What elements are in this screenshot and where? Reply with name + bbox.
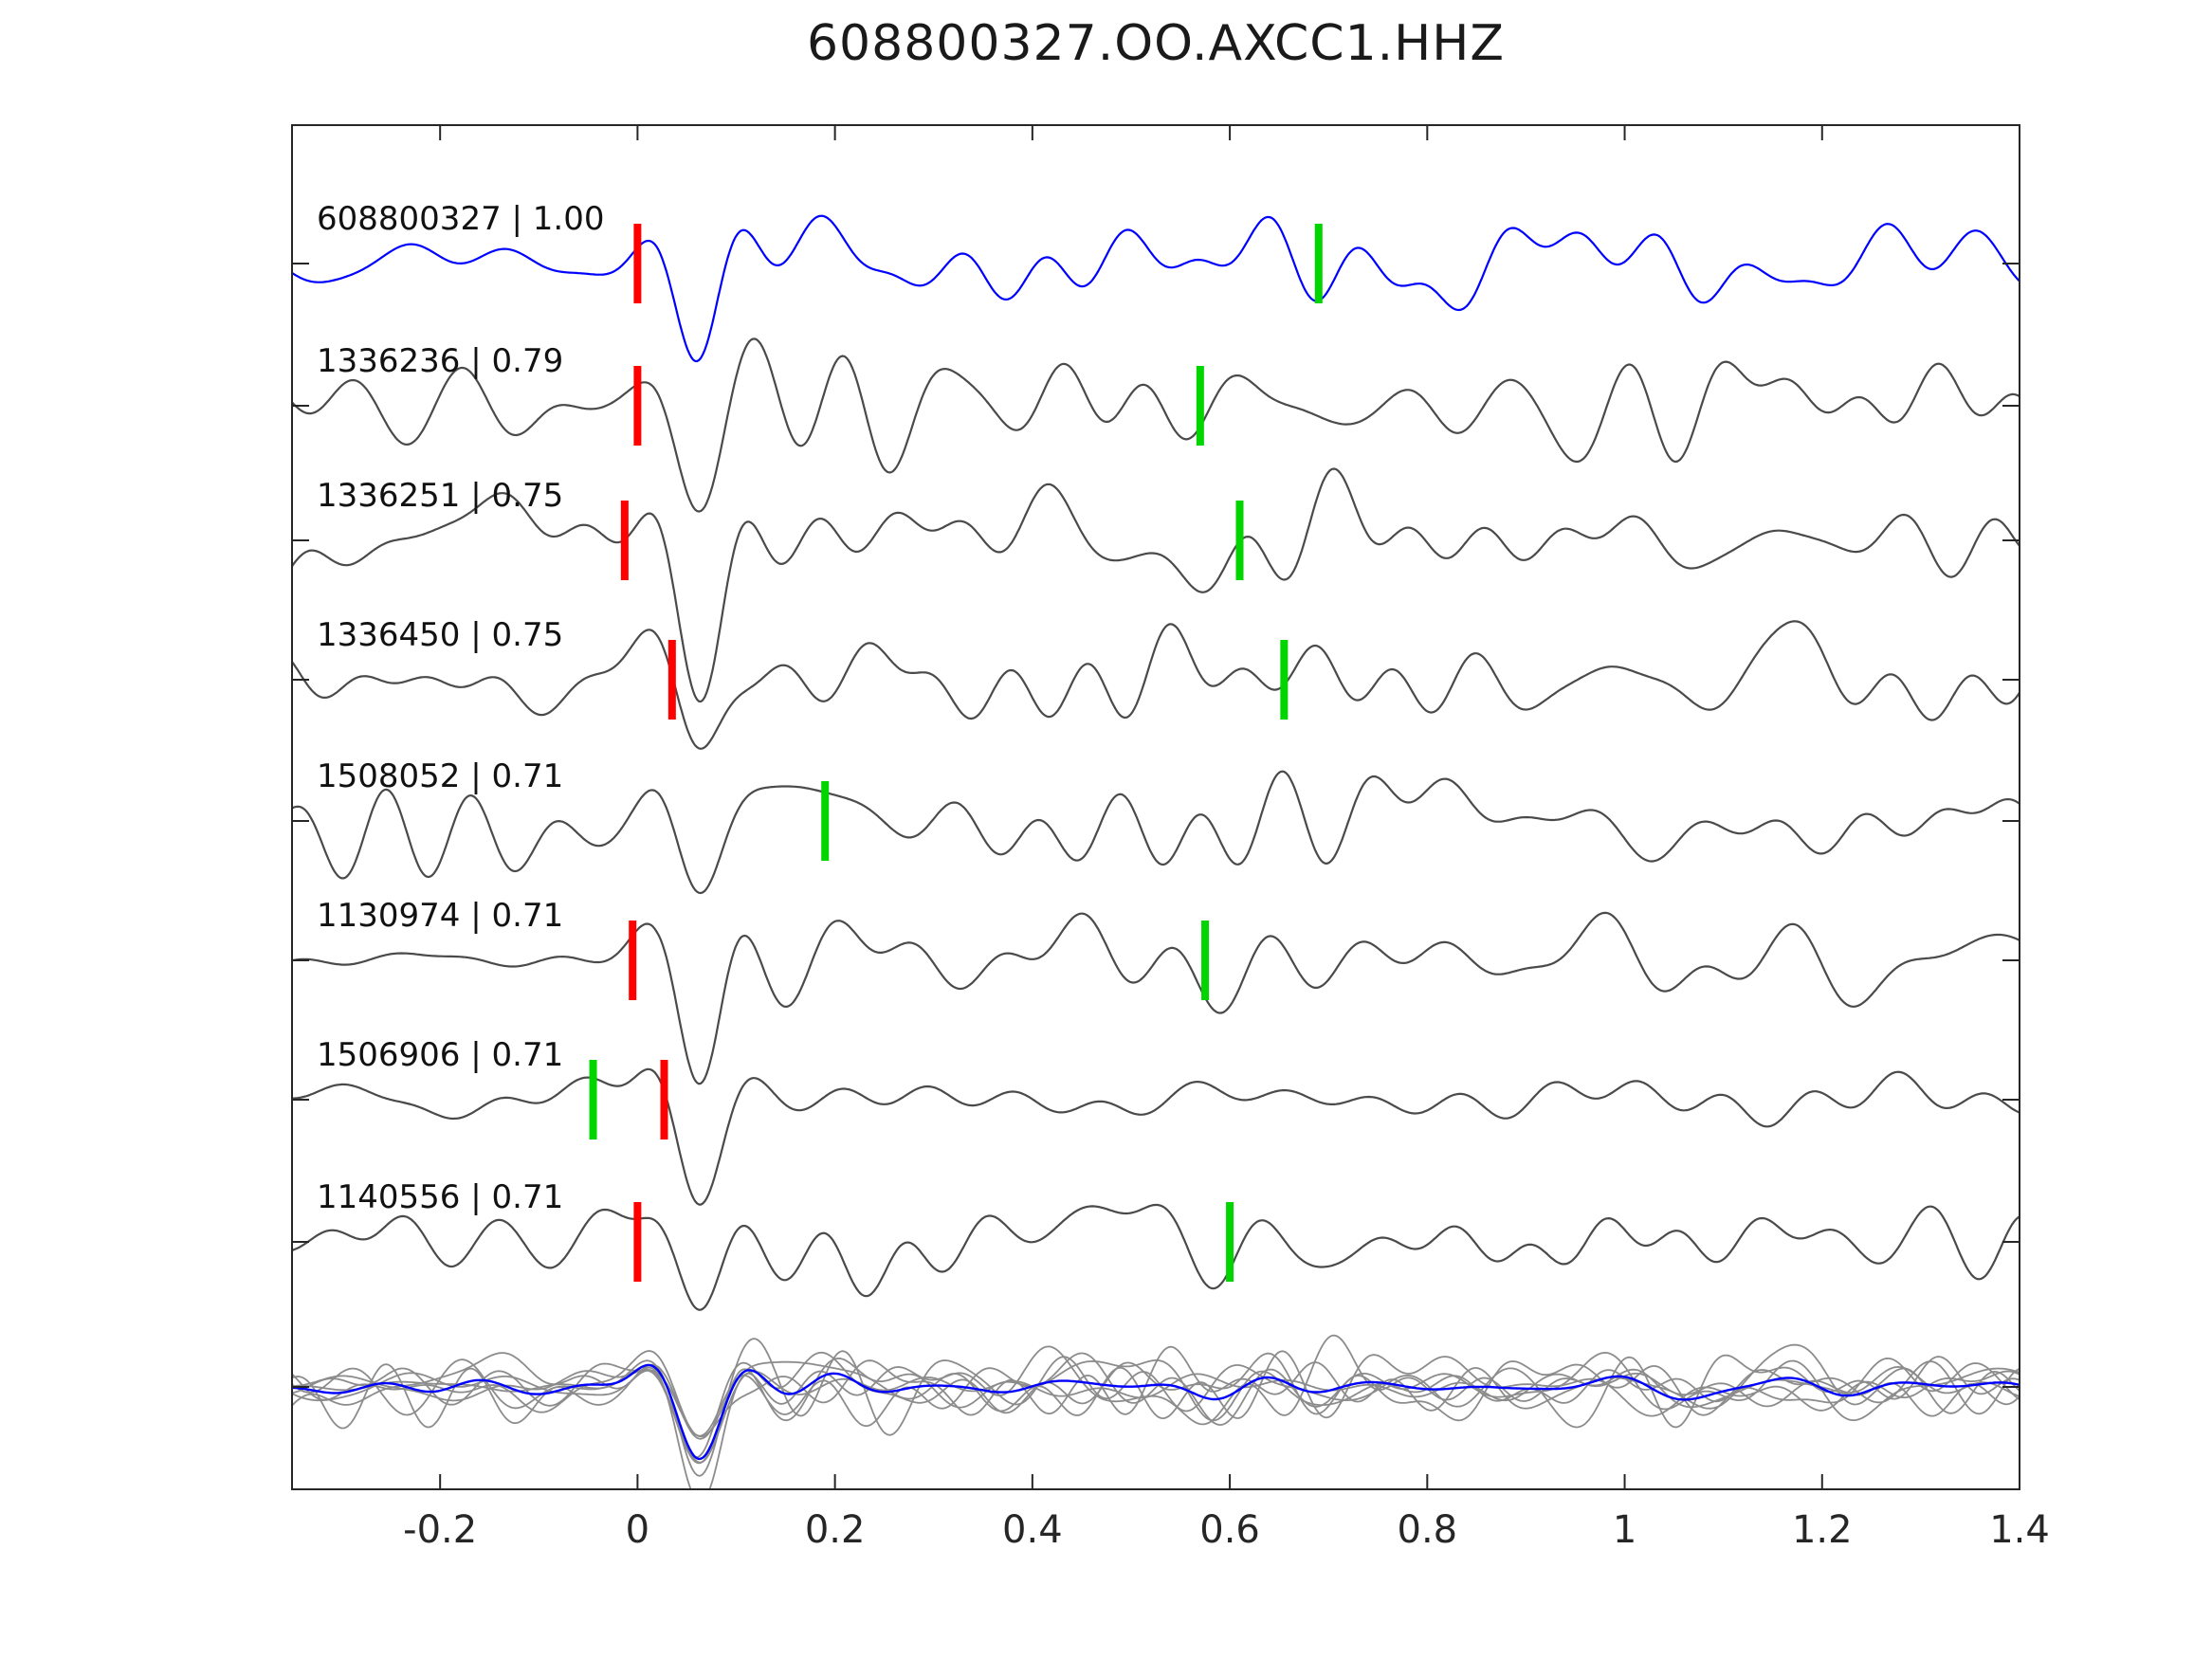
x-tick-label: 1.2 bbox=[1792, 1508, 1853, 1552]
stack-member-trace bbox=[292, 1338, 2020, 1465]
x-tick-label: 0.4 bbox=[1002, 1508, 1063, 1552]
trace-label: 1336236 | 0.79 bbox=[317, 342, 563, 380]
stack-member-trace bbox=[292, 1364, 2020, 1464]
trace-label: 1336251 | 0.75 bbox=[317, 477, 563, 515]
stack-mean-trace bbox=[292, 1363, 2020, 1461]
trace-label: 608800327 | 1.00 bbox=[317, 200, 604, 238]
stack-member-trace bbox=[292, 1350, 2020, 1440]
waveform-trace bbox=[292, 337, 2020, 513]
waveform-trace bbox=[292, 770, 2020, 895]
x-tick-label: 0.6 bbox=[1199, 1508, 1260, 1552]
plot-border bbox=[291, 124, 2020, 1490]
x-tick-label: 0.8 bbox=[1398, 1508, 1458, 1552]
waveforms-group bbox=[292, 214, 2020, 1489]
waveform-trace bbox=[292, 1203, 2020, 1311]
waveform-trace bbox=[292, 620, 2020, 750]
x-tick-label: 1.4 bbox=[1989, 1508, 2050, 1552]
trace-label: 1140556 | 0.71 bbox=[317, 1178, 563, 1216]
waveform-trace bbox=[292, 911, 2020, 1085]
x-tick-label: 0 bbox=[626, 1508, 649, 1552]
waveform-trace bbox=[292, 1067, 2020, 1206]
trace-label: 1506906 | 0.71 bbox=[317, 1036, 563, 1074]
x-tick-label: -0.2 bbox=[403, 1508, 477, 1552]
x-tick-label: 1 bbox=[1613, 1508, 1636, 1552]
waveform-trace bbox=[292, 214, 2020, 363]
stack-member-trace bbox=[292, 1343, 2020, 1438]
waveform-trace bbox=[292, 467, 2020, 703]
stack-member-trace bbox=[292, 1359, 2020, 1437]
trace-label: 1130974 | 0.71 bbox=[317, 897, 563, 935]
figure-title: 608800327.OO.AXCC1.HHZ bbox=[806, 15, 1506, 72]
x-tick-label: 0.2 bbox=[805, 1508, 866, 1552]
trace-label: 1336450 | 0.75 bbox=[317, 616, 563, 654]
trace-label: 1508052 | 0.71 bbox=[317, 757, 563, 795]
